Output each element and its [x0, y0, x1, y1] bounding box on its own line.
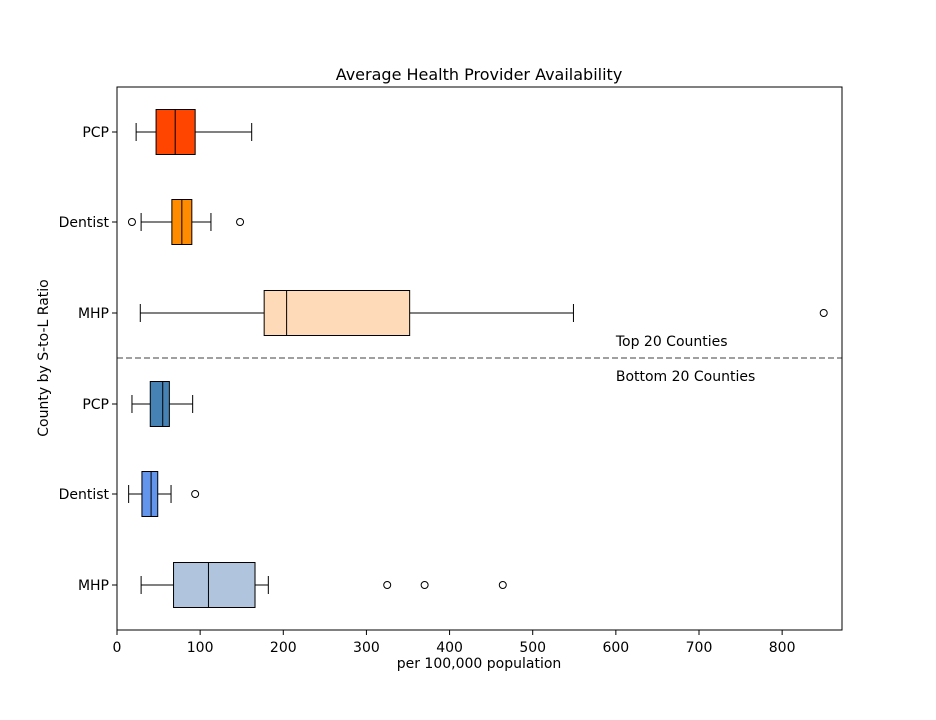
- iqr-box: [263, 290, 411, 336]
- y-axis-label: County by S-to-L Ratio: [36, 279, 52, 436]
- box-pcp-bottom: [131, 381, 194, 427]
- y-tick-label: MHP: [78, 578, 109, 594]
- x-tick-label: 300: [353, 640, 380, 656]
- y-tick-label: Dentist: [59, 215, 110, 231]
- iqr-box: [141, 471, 159, 517]
- box-mhp-bottom: [140, 562, 507, 608]
- x-tick-label: 500: [519, 640, 546, 656]
- x-tick-label: 100: [187, 640, 214, 656]
- box-mhp-top: [139, 290, 828, 336]
- outlier-point: [383, 581, 392, 589]
- plot-area: Top 20 Counties Bottom 20 Counties: [117, 109, 842, 608]
- y-tick-label: Dentist: [59, 487, 110, 503]
- annotation-top-group: Top 20 Counties: [615, 334, 728, 350]
- outlier-point: [127, 218, 136, 226]
- plot-frame: [116, 86, 843, 631]
- x-tick-label: 200: [270, 640, 297, 656]
- iqr-box: [149, 381, 170, 427]
- x-tick-label: 600: [602, 640, 629, 656]
- x-tick-label: 0: [113, 640, 122, 656]
- chart-title: Average Health Provider Availability: [336, 65, 623, 84]
- outlier-point: [498, 581, 507, 589]
- x-axis-label: per 100,000 population: [397, 656, 562, 672]
- outlier-point: [420, 581, 429, 589]
- iqr-box: [173, 562, 256, 608]
- x-tick-label: 700: [686, 640, 713, 656]
- box-pcp-top: [135, 109, 253, 155]
- y-tick-label: PCP: [82, 125, 109, 141]
- x-tick-label: 800: [769, 640, 796, 656]
- box-dentist-bottom: [128, 471, 200, 517]
- outlier-point: [236, 218, 245, 226]
- outlier-point: [819, 309, 828, 317]
- annotation-bottom-group: Bottom 20 Counties: [616, 369, 755, 385]
- outlier-point: [191, 490, 200, 498]
- y-tick-label: PCP: [82, 397, 109, 413]
- y-tick-label: MHP: [78, 306, 109, 322]
- x-tick-label: 400: [436, 640, 463, 656]
- box-dentist-top: [127, 199, 245, 245]
